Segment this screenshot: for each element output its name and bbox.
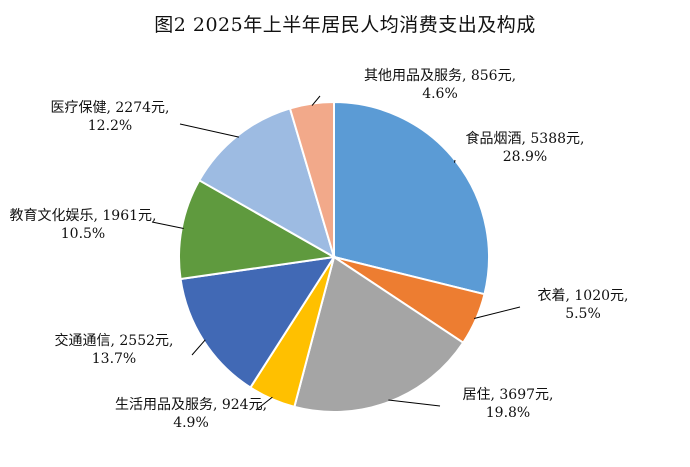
pie-slice-5 [179,255,337,389]
slice-label-7: 医疗保健, 2274元, 12.2% [51,100,170,134]
leader-line-6 [151,221,184,229]
slice-label-6: 教育文化娱乐, 1961元, 10.5% [10,208,157,242]
slice-label-1: 食品烟酒, 5388元, 28.9% [466,130,585,165]
pie-slice-3 [293,255,465,413]
leader-line-5 [191,339,206,356]
slice-label-8: 其他用品及服务, 856元, 4.6% [364,68,516,102]
slice-label-2: 衣着, 1020元, 5.5% [538,288,629,322]
leader-line-8 [311,95,321,106]
slice-label-4: 生活用品及服务, 924元, 4.9% [115,397,267,431]
leader-line-1 [454,159,456,163]
pie-slice-8 [288,100,335,258]
leader-line-4 [255,396,273,411]
leader-line-3 [388,399,441,407]
leader-line-2 [473,306,521,319]
chart-title: 图2 2025年上半年居民人均消费支出及构成 [154,14,536,36]
slice-label-5: 交通通信, 2552元, 13.7% [55,332,174,367]
slice-label-3: 居住, 3697元, 19.8% [463,387,554,421]
pie-slice-1 [333,100,490,296]
leader-line-7 [179,123,240,138]
